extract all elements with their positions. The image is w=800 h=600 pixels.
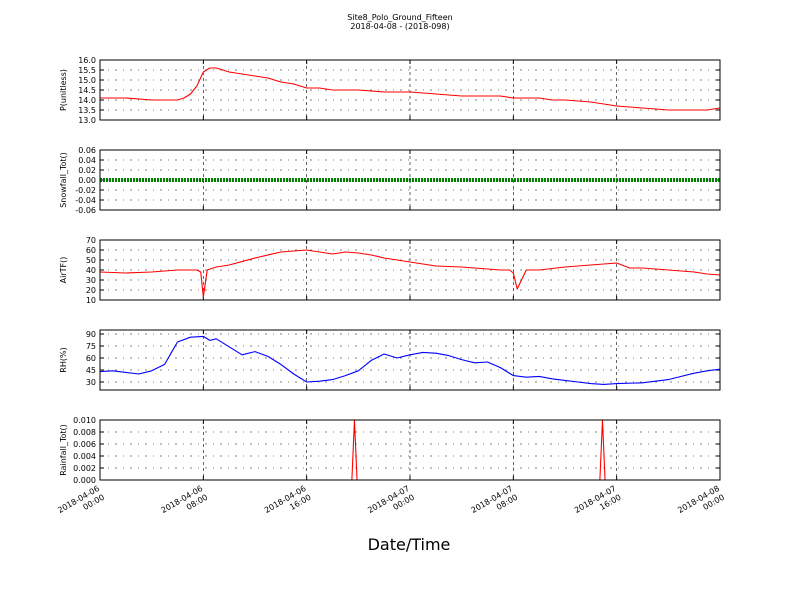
x-tick-label: 2018-04-0700:00 bbox=[366, 484, 416, 524]
y-tick-label: 0.004 bbox=[73, 452, 96, 461]
y-axis-label: AirTF() bbox=[59, 257, 68, 284]
subplot-1: 13.013.514.014.515.015.516.0 P(unitless) bbox=[59, 56, 721, 125]
y-tick-label: 0.02 bbox=[78, 166, 96, 175]
y-tick-label: 70 bbox=[86, 236, 96, 245]
y-tick-label: 90 bbox=[86, 330, 96, 339]
y-tick-label: 16.0 bbox=[78, 56, 96, 65]
y-axis-label: Snowfall_Tot() bbox=[59, 152, 68, 208]
y-tick-label: 0.008 bbox=[73, 428, 96, 437]
series-line bbox=[99, 249, 721, 298]
y-tick-label: 40 bbox=[86, 266, 96, 275]
plot-frame bbox=[99, 329, 721, 391]
y-tick-label: 14.0 bbox=[78, 96, 96, 105]
subplot-4: 30 45 60 75 90 RH(%) bbox=[59, 329, 721, 391]
y-tick-label: 13.5 bbox=[78, 106, 96, 115]
x-tick-label: 2018-04-0716:00 bbox=[573, 484, 623, 524]
y-tick-label: 0.006 bbox=[73, 440, 96, 449]
y-tick-label: 60 bbox=[86, 246, 96, 255]
y-tick-label: 15.5 bbox=[78, 66, 96, 75]
y-tick-label: 20 bbox=[86, 286, 96, 295]
y-tick-label: 60 bbox=[86, 354, 96, 363]
series-line bbox=[100, 67, 721, 111]
chart-subtitle: 2018-04-08 - (2018-098) bbox=[350, 22, 449, 31]
y-tick-label: 0.04 bbox=[78, 156, 96, 165]
y-tick-label: 45 bbox=[86, 366, 96, 375]
y-tick-label: 0.00 bbox=[78, 176, 96, 185]
chart-title: Site8_Polo_Ground_Fifteen bbox=[347, 13, 452, 22]
y-tick-label: 15.0 bbox=[78, 76, 96, 85]
subplot-5: 0.000 0.002 0.004 0.006 0.008 0.010 Rainfall_T… bbox=[59, 416, 721, 485]
plots: 13.013.514.014.515.015.516.0 P(unitless) -… bbox=[59, 56, 721, 485]
y-tick-label: 75 bbox=[86, 342, 96, 351]
y-tick-label: -0.02 bbox=[75, 186, 96, 195]
plot-frame bbox=[99, 419, 721, 481]
y-tick-label: 0.010 bbox=[73, 416, 96, 425]
y-tick-label: 0.002 bbox=[73, 464, 96, 473]
plot-frame bbox=[99, 149, 721, 211]
plot-frame bbox=[99, 239, 721, 301]
y-tick-label: 0.000 bbox=[73, 476, 96, 485]
y-axis-label: Rainfall_Tot() bbox=[59, 424, 68, 476]
y-axis-label: P(unitless) bbox=[59, 69, 68, 111]
y-tick-label: 0.06 bbox=[78, 146, 96, 155]
x-tick-label: 2018-04-0800:00 bbox=[676, 484, 726, 524]
x-tick-labels: 2018-04-0600:00 2018-04-0608:00 2018-04-06… bbox=[56, 484, 726, 524]
subplot-2: -0.06-0.04-0.020.000.020.040.06 Snowfall_… bbox=[59, 146, 721, 215]
x-tick-label: 2018-04-0608:00 bbox=[160, 484, 210, 524]
y-tick-label: 30 bbox=[86, 276, 96, 285]
y-axis-label: RH(%) bbox=[59, 347, 68, 372]
x-tick-label: 2018-04-0708:00 bbox=[470, 484, 520, 524]
series-line bbox=[99, 335, 721, 385]
y-tick-label: -0.04 bbox=[75, 196, 96, 205]
y-tick-label: 30 bbox=[86, 378, 96, 387]
x-tick-label: 2018-04-0616:00 bbox=[263, 484, 313, 524]
y-tick-label: 50 bbox=[86, 256, 96, 265]
x-axis-label: Date/Time bbox=[368, 535, 451, 554]
y-tick-label: 10 bbox=[86, 296, 96, 305]
x-tick-label: 2018-04-0600:00 bbox=[56, 484, 106, 524]
y-tick-label: -0.06 bbox=[75, 206, 96, 215]
y-tick-label: 14.5 bbox=[78, 86, 96, 95]
plot-frame bbox=[99, 59, 721, 121]
y-tick-label: 13.0 bbox=[78, 116, 96, 125]
